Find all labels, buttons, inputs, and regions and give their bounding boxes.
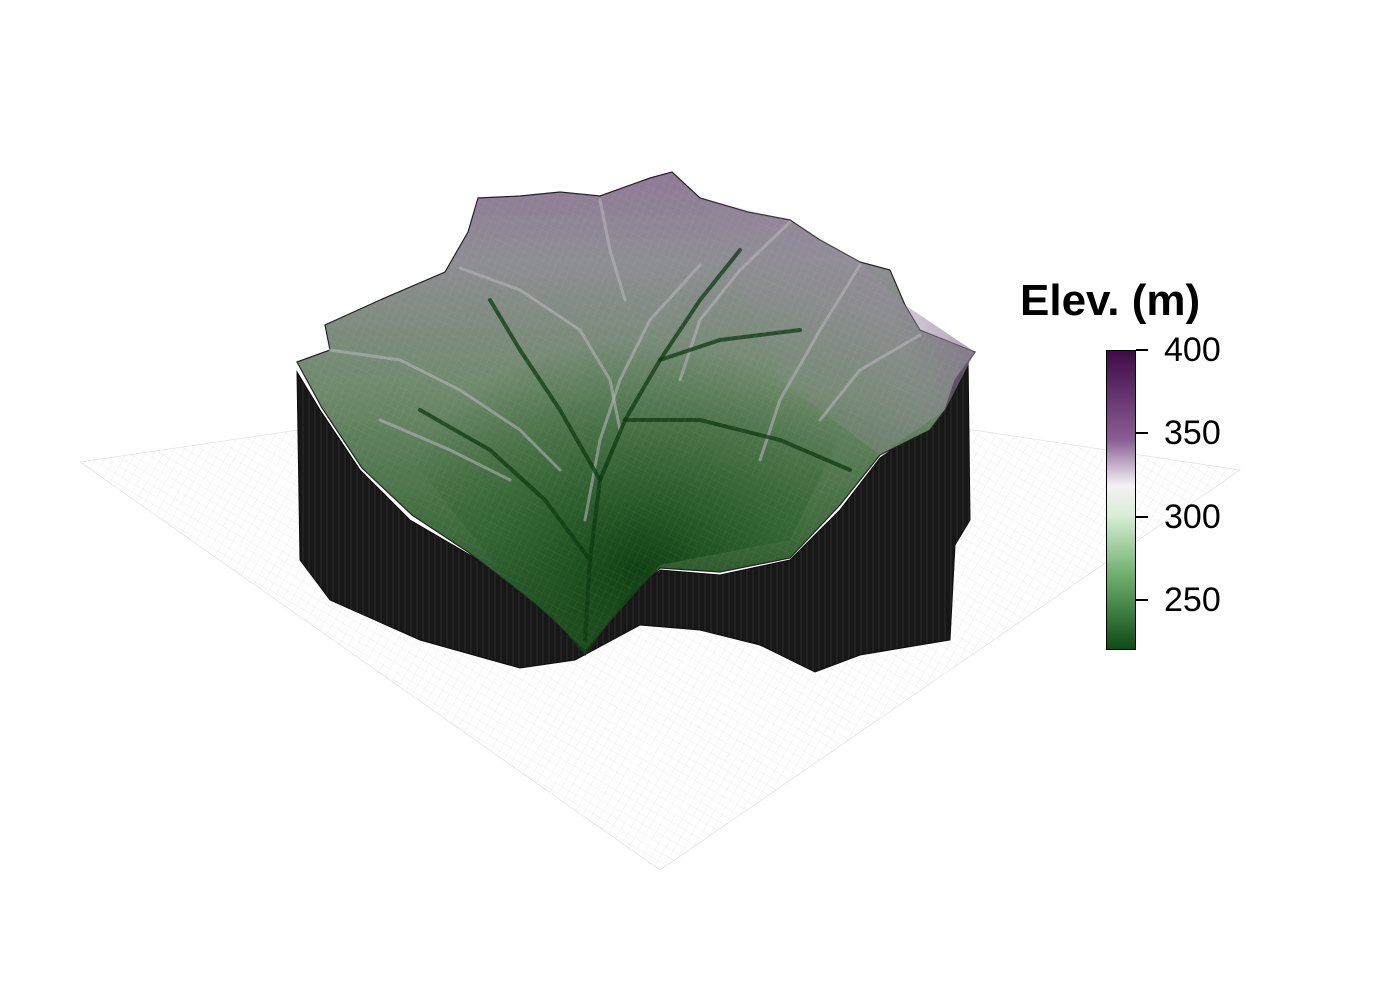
colorbar-tick-label: 300 [1164,497,1221,536]
colorbar-tick-label: 250 [1164,581,1221,619]
colorbar-tick [1136,432,1148,435]
elevation-legend: Elev. (m) 400 350 300 250 [1000,270,1260,670]
legend-title: Elev. (m) [1020,276,1201,325]
colorbar-tick-label: 400 [1164,331,1221,369]
colorbar-tick-label: 350 [1164,414,1221,453]
colorbar-tick [1136,349,1148,351]
colorbar-tick [1136,599,1148,601]
colorbar-tick [1136,515,1148,518]
elevation-colorbar [1106,350,1136,650]
